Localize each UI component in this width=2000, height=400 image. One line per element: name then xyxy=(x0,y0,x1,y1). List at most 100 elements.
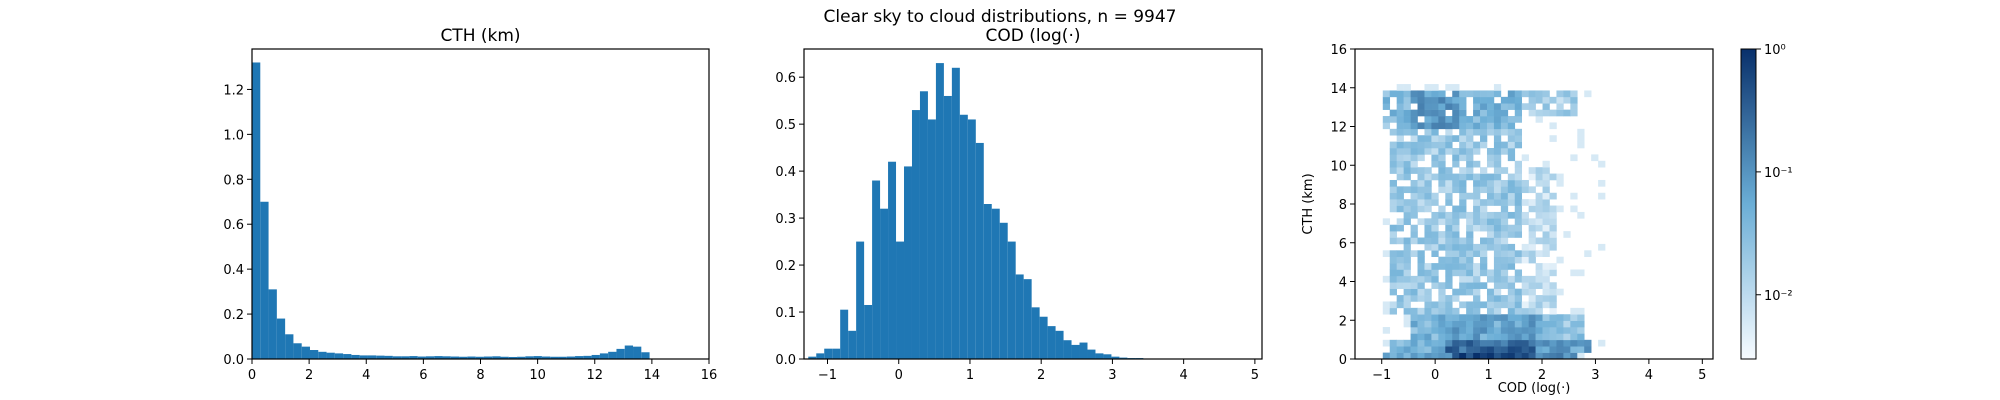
heatmap-cell xyxy=(1514,211,1523,219)
heatmap-cell xyxy=(1466,275,1474,283)
heatmap-cell xyxy=(1507,148,1516,155)
heatmap-cell xyxy=(1542,339,1550,347)
heatmap-cell xyxy=(1486,116,1495,123)
heatmap-cell xyxy=(1473,211,1481,219)
heatmap-cell xyxy=(1452,173,1460,181)
y-tick-label: 0.6 xyxy=(223,218,244,233)
heatmap-cell xyxy=(1452,211,1460,219)
heatmap-cell xyxy=(1452,135,1460,142)
histogram-bar xyxy=(318,351,327,359)
x-axis-label: COD (log(·) xyxy=(1498,381,1571,396)
heatmap-cell xyxy=(1452,231,1460,238)
heatmap-cell xyxy=(1452,250,1460,257)
heatmap-cell xyxy=(1507,154,1516,162)
heatmap-cell xyxy=(1452,237,1460,245)
heatmap-cell xyxy=(1486,275,1495,283)
heatmap-cell xyxy=(1389,231,1397,238)
heatmap-cell xyxy=(1431,109,1439,117)
heatmap-cell xyxy=(1424,320,1432,328)
heatmap-cell xyxy=(1403,90,1411,98)
histogram-bar xyxy=(1031,307,1040,359)
histogram-bar xyxy=(276,318,286,359)
heatmap-cell xyxy=(1521,154,1529,162)
heatmap-cell xyxy=(1410,116,1418,123)
heatmap-cell xyxy=(1514,288,1523,296)
heatmap-cell xyxy=(1431,314,1439,321)
heatmap-cell xyxy=(1493,307,1502,315)
heatmap-cell xyxy=(1445,84,1453,91)
heatmap-cell xyxy=(1382,122,1391,130)
heatmap-cell xyxy=(1542,218,1550,226)
heatmap-cell xyxy=(1528,307,1536,315)
histogram-bar xyxy=(384,355,393,359)
y-tick-label: 0.4 xyxy=(223,263,244,278)
heatmap-cell xyxy=(1500,122,1509,130)
histogram-bar xyxy=(1095,353,1104,359)
heatmap-cell xyxy=(1438,103,1446,110)
heatmap-cell xyxy=(1403,167,1411,174)
heatmap-cell xyxy=(1389,301,1397,309)
heatmap-cell xyxy=(1486,243,1495,251)
heatmap-cell xyxy=(1480,218,1488,226)
heatmap-cell xyxy=(1424,339,1432,347)
heatmap-cell xyxy=(1577,352,1585,360)
heatmap-cell xyxy=(1410,339,1418,347)
heatmap-cell xyxy=(1417,307,1425,315)
heatmap-cell xyxy=(1403,211,1411,219)
heatmap-cell xyxy=(1556,320,1564,328)
heatmap-cell xyxy=(1424,192,1432,200)
heatmap-cell xyxy=(1556,352,1564,360)
heatmap-cell xyxy=(1452,339,1460,347)
heatmap-cell xyxy=(1466,307,1474,315)
heatmap-cell xyxy=(1514,103,1523,110)
heatmap-cell xyxy=(1542,333,1550,341)
heatmap-cell xyxy=(1480,90,1488,98)
heatmap-cell xyxy=(1403,288,1411,296)
heatmap-cell xyxy=(1521,314,1529,321)
heatmap-cell xyxy=(1556,256,1564,264)
heatmap-cell xyxy=(1417,167,1425,174)
heatmap-cell xyxy=(1542,327,1550,334)
y-tick-label: 0.5 xyxy=(775,118,796,133)
heatmap-cell xyxy=(1493,301,1502,309)
heatmap-cell xyxy=(1535,224,1543,232)
heatmap-cell xyxy=(1466,250,1474,257)
heatmap-cell xyxy=(1473,116,1481,123)
heatmap-cell xyxy=(1507,288,1516,296)
heatmap-cell xyxy=(1389,307,1397,315)
heatmap-cell xyxy=(1528,295,1536,302)
heatmap-cell xyxy=(1507,128,1516,136)
x-tick-label: 0 xyxy=(248,368,256,383)
y-axis-label: CTH (km) xyxy=(1301,173,1316,234)
histogram-bar xyxy=(492,356,501,359)
heatmap-cell xyxy=(1445,256,1453,264)
heatmap-cell xyxy=(1396,339,1404,347)
heatmap-cell xyxy=(1500,301,1509,309)
heatmap-cell xyxy=(1563,346,1571,353)
heatmap-cell xyxy=(1403,243,1411,251)
heatmap-cell xyxy=(1438,237,1446,245)
heatmap-cell xyxy=(1549,282,1557,289)
heatmap-cell xyxy=(1466,224,1474,232)
heatmap-cell xyxy=(1389,282,1397,289)
heatmap-cell xyxy=(1549,224,1557,232)
histogram-bar xyxy=(824,348,833,359)
heatmap-cell xyxy=(1570,205,1578,213)
heatmap-cell xyxy=(1438,327,1446,334)
histogram-bar xyxy=(268,289,277,359)
heatmap-cell xyxy=(1473,192,1481,200)
heatmap-cell xyxy=(1480,211,1488,219)
heatmap-cell xyxy=(1556,346,1564,353)
heatmap-cell xyxy=(1493,269,1502,277)
x-tick-label: 0 xyxy=(895,368,903,383)
heatmap-cell xyxy=(1473,109,1481,117)
heatmap-cell xyxy=(1459,339,1467,347)
heatmap-cell xyxy=(1396,269,1404,277)
heatmap-cell xyxy=(1521,218,1529,226)
histogram-bar xyxy=(872,180,881,359)
heatmap-cell xyxy=(1417,327,1425,334)
heatmap-cell xyxy=(1535,301,1543,309)
heatmap-cell xyxy=(1521,179,1529,187)
heatmap-cell xyxy=(1473,103,1481,110)
heatmap-cell xyxy=(1445,224,1453,232)
